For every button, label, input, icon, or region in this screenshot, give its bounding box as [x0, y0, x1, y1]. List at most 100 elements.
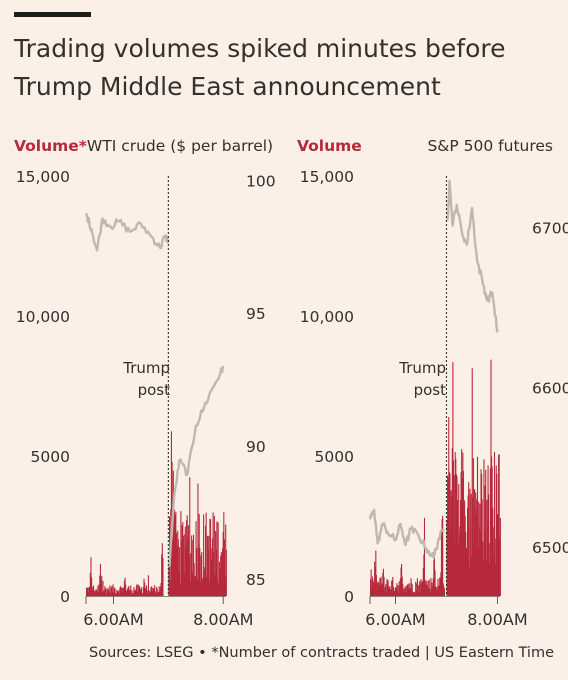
volume-bar [448, 416, 450, 596]
volume-bar [399, 578, 401, 596]
volume-bar [468, 482, 470, 596]
volume-bar [95, 589, 97, 596]
volume-bar [481, 499, 483, 596]
volume-bar [461, 477, 463, 596]
volume-bar [466, 550, 468, 596]
volume-tick-label: 5000 [315, 448, 354, 466]
volume-bar [457, 542, 459, 596]
volume-bar [386, 578, 388, 596]
volume-bar [395, 588, 397, 596]
volume-bar [483, 459, 485, 596]
volume-bar [222, 548, 224, 596]
volume-bar [142, 594, 144, 596]
volume-bar [452, 362, 454, 596]
volume-bar [443, 586, 445, 596]
annotation-label: Trump [398, 359, 446, 377]
volume-bar [492, 508, 494, 596]
volume-bar [482, 560, 484, 596]
volume-bar [394, 590, 396, 596]
volume-tick-label: 15,000 [16, 168, 70, 186]
source-note: Sources: LSEG • *Number of contracts tra… [89, 645, 554, 661]
volume-bar [387, 580, 389, 596]
volume-bar [438, 585, 440, 596]
volume-bar [382, 572, 384, 596]
volume-bar [189, 477, 191, 596]
volume-bar [435, 589, 437, 596]
volume-tick-label: 10,000 [16, 308, 70, 326]
volume-bar [453, 542, 455, 596]
volume-bar [428, 588, 430, 596]
volume-bar [464, 515, 466, 596]
volume-bar [372, 581, 375, 596]
volume-bar [385, 592, 387, 596]
volume-bar [210, 548, 212, 596]
volume-bar [449, 473, 451, 596]
volume-bar [392, 576, 394, 596]
volume-bar [194, 575, 196, 596]
volume-bar [423, 554, 425, 596]
volume-bar [440, 531, 443, 596]
volume-bar [92, 585, 95, 596]
volume-axis-title: Volume*WTI crude ($ per barrel) [14, 137, 273, 155]
volume-bar [139, 589, 141, 596]
volume-bar [495, 465, 497, 596]
volume-bar [438, 585, 440, 596]
volume-bar [216, 578, 219, 596]
volume-bar [117, 591, 119, 596]
volume-bar [89, 586, 91, 596]
volume-bar [100, 579, 102, 596]
volume-bar [176, 546, 178, 596]
volume-bar [152, 591, 154, 596]
volume-bar [172, 531, 174, 596]
volume-bar [218, 583, 220, 596]
volume-bar [422, 580, 424, 596]
volume-bar [409, 588, 411, 596]
volume-bar [372, 579, 374, 596]
volume-bar [88, 587, 90, 596]
volume-bar [481, 474, 483, 596]
volume-bar [429, 592, 431, 596]
volume-bar [187, 525, 190, 596]
volume-bar [489, 563, 491, 596]
volume-bar [472, 497, 474, 596]
volume-bar [99, 575, 101, 596]
volume-bar [461, 449, 463, 596]
volume-bar [404, 591, 406, 596]
volume-bar [147, 575, 149, 596]
volume-bar [476, 456, 479, 596]
volume-bar [125, 584, 127, 596]
price-line [168, 365, 225, 567]
volume-bar [409, 587, 411, 596]
volume-bar [214, 574, 216, 596]
volume-bar [204, 566, 206, 596]
volume-bar [129, 589, 131, 596]
volume-bar [443, 588, 445, 596]
volume-bar [202, 577, 204, 596]
volume-bar [392, 586, 394, 596]
volume-bar [460, 472, 462, 596]
volume-bar [116, 589, 118, 596]
volume-bar [102, 580, 104, 596]
volume-bar [130, 585, 132, 596]
volume-bar [186, 520, 188, 596]
volume-bar [159, 586, 161, 596]
volume-bar [499, 537, 501, 596]
volume-bar [118, 590, 120, 596]
volume-bar [218, 561, 220, 596]
volume-bar [87, 587, 89, 596]
volume-bar [128, 591, 131, 596]
volume-bar [486, 521, 489, 596]
volume-bar [115, 593, 117, 596]
price-line [84, 212, 170, 252]
volume-bar [454, 475, 456, 596]
volume-bar [454, 452, 456, 596]
volume-bar [436, 589, 438, 596]
volume-bar [195, 521, 197, 596]
volume-bar [498, 454, 500, 596]
volume-bar [467, 495, 469, 596]
volume-bar [384, 591, 386, 596]
volume-bar [106, 589, 108, 596]
volume-bar [134, 589, 136, 596]
volume-bar [408, 588, 410, 596]
volume-bar [463, 506, 465, 596]
